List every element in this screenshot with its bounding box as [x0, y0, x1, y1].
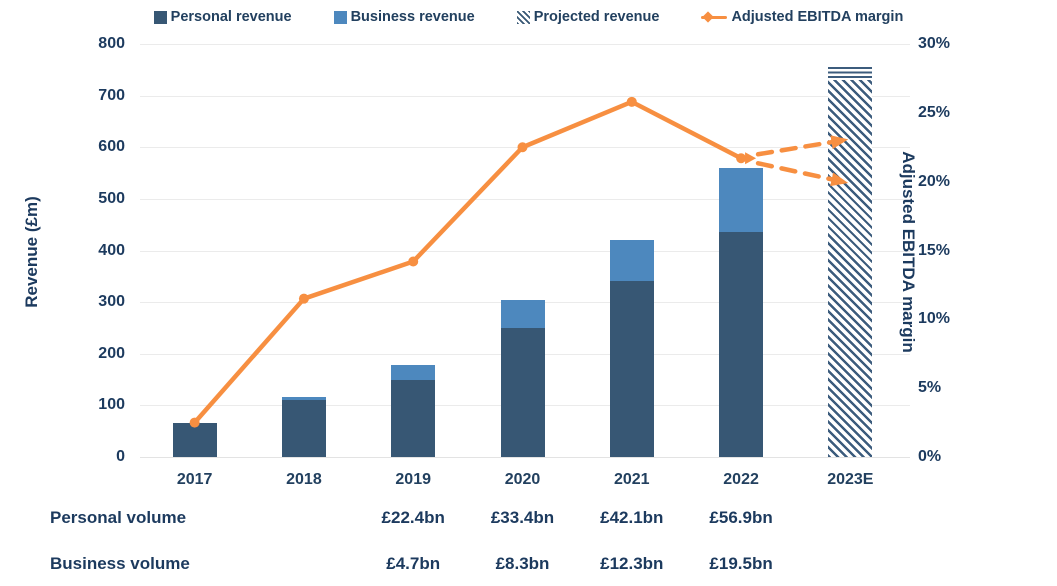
gridline-800 — [140, 44, 910, 45]
x-axis-label-2018: 2018 — [286, 471, 322, 488]
right-axis-tick: 25% — [918, 103, 951, 121]
right-axis-title: Adjusted EBITDA margin — [899, 151, 918, 353]
gridline-700 — [140, 95, 910, 97]
projection-dashed-lower — [755, 161, 849, 187]
volume-cell-2020: £33.4bn — [490, 508, 555, 527]
bar-business-2019 — [391, 365, 436, 380]
bar-personal-2020 — [500, 327, 545, 457]
ebitda-point-2019 — [408, 256, 419, 267]
volume-cell-2021: £12.3bn — [600, 554, 664, 573]
line-end-arrow-icon — [745, 152, 757, 165]
bar-personal-2017 — [172, 423, 217, 457]
ebitda-point-2017 — [189, 417, 200, 428]
legend-label: Business revenue — [350, 9, 475, 25]
left-axis-tick: 500 — [98, 189, 125, 207]
right-axis-tick: 0% — [918, 448, 942, 465]
bar-projected-cap-2023E — [828, 67, 873, 81]
right-axis-tick: 30% — [918, 35, 951, 52]
legend-item-personal-revenue: Personal revenue — [153, 9, 292, 25]
legend-swatch-icon — [153, 10, 167, 24]
legend-label: Projected revenue — [533, 9, 660, 25]
legend-label: Personal revenue — [170, 9, 292, 25]
ebitda-point-2018 — [298, 293, 309, 304]
left-axis-tick: 700 — [98, 86, 125, 104]
x-axis-label-2023E: 2023E — [827, 471, 874, 488]
legend-line-part — [701, 15, 728, 19]
left-axis-tick: 800 — [98, 35, 125, 52]
x-axis-label-2022: 2022 — [723, 471, 759, 488]
left-axis-tick: 200 — [98, 344, 125, 362]
left-axis-title: Revenue (£m) — [22, 196, 41, 308]
gridline-0 — [140, 457, 910, 458]
right-axis-tick: 10% — [918, 310, 951, 328]
left-axis-tick: 400 — [98, 241, 125, 259]
right-axis-tick: 5% — [918, 379, 942, 397]
legend-swatch-icon — [333, 10, 347, 24]
left-axis-tick: 300 — [98, 293, 125, 311]
ebitda-point-2020 — [517, 142, 528, 153]
gridline-500 — [140, 198, 910, 200]
bar-business-2022 — [719, 167, 764, 233]
left-axis-tick: 0 — [116, 448, 125, 465]
volume-cell-2020: £8.3bn — [495, 554, 550, 573]
volume-row-label-business: Business volume — [50, 554, 190, 573]
volume-cell-2022: £56.9bn — [709, 508, 773, 527]
bar-personal-2022 — [719, 232, 764, 457]
volume-cell-2019: £4.7bn — [386, 554, 441, 573]
bar-business-2020 — [500, 299, 545, 328]
bar-business-2021 — [609, 240, 654, 282]
bar-personal-2021 — [609, 281, 654, 457]
right-axis-tick: 15% — [918, 241, 951, 259]
legend-hatch-icon — [516, 10, 530, 24]
x-axis-label-2021: 2021 — [613, 471, 650, 488]
legend-item-business-revenue: Business revenue — [333, 9, 475, 25]
volume-cell-2019: £22.4bn — [381, 508, 445, 527]
x-axis-label-2019: 2019 — [395, 471, 431, 488]
volume-row-label-personal: Personal volume — [50, 508, 187, 527]
left-axis-tick: 600 — [98, 138, 125, 156]
gridline-400 — [140, 250, 910, 252]
bar-personal-2018 — [281, 400, 326, 457]
x-axis-label-2017: 2017 — [176, 471, 213, 488]
volume-cell-2022: £19.5bn — [709, 554, 773, 573]
bar-business-2018 — [281, 396, 326, 401]
ebitda-point-2022 — [736, 153, 747, 164]
legend-label: Adjusted EBITDA margin — [731, 9, 904, 25]
bar-personal-2019 — [391, 379, 436, 457]
left-axis-tick: 100 — [98, 396, 125, 414]
ebitda-point-2021 — [626, 96, 637, 107]
x-axis-label-2020: 2020 — [504, 471, 541, 488]
volume-cell-2021: £42.1bn — [600, 508, 664, 527]
legend-line-diamond-icon — [701, 11, 728, 23]
right-axis-tick: 20% — [918, 172, 951, 190]
ebitda-margin-line — [192, 99, 744, 425]
chart-legend: Personal revenue Business revenue Projecte… — [0, 6, 1057, 28]
projection-dashed-upper — [755, 135, 849, 157]
legend-item-adjusted-ebitda-margin: Adjusted EBITDA margin — [701, 9, 903, 25]
legend-item-projected-revenue: Projected revenue — [516, 9, 660, 25]
